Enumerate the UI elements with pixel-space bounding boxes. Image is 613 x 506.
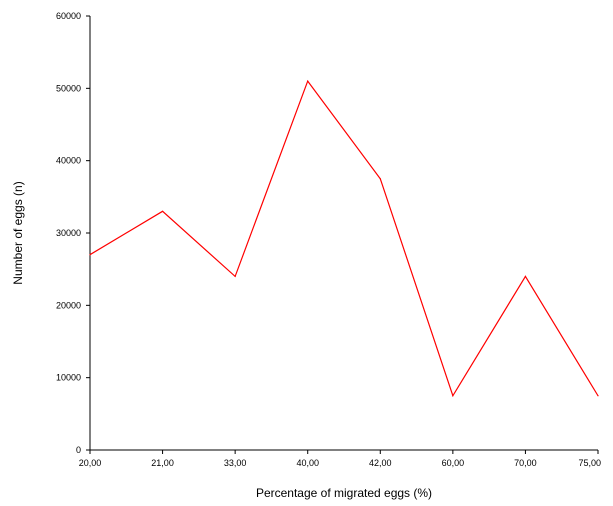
- series-line: [89, 79, 599, 398]
- y-tick-label: 10000: [56, 373, 81, 383]
- y-tick-label: 20000: [56, 300, 81, 310]
- x-axis-title: Percentage of migrated eggs (%): [256, 486, 432, 500]
- y-axis-title: Number of eggs (n): [11, 181, 25, 284]
- y-tick-label: 60000: [56, 11, 81, 21]
- x-tick-label: 60,00: [442, 458, 465, 468]
- x-tick-label: 33,00: [224, 458, 247, 468]
- series-layer: [89, 79, 599, 398]
- data-point: [234, 275, 236, 277]
- x-tick-label: 40,00: [296, 458, 319, 468]
- data-point: [524, 275, 527, 277]
- y-tick-label: 0: [76, 445, 81, 455]
- y-tick-label: 50000: [56, 83, 81, 93]
- x-tick-label: 70,00: [514, 458, 537, 468]
- y-tick-label: 30000: [56, 228, 81, 238]
- y-tick-label: 40000: [56, 156, 81, 166]
- y-axis-ticks: 0 10000 20000 30000 40000 50000 60000: [56, 11, 90, 455]
- x-tick-label: 75,00: [578, 458, 601, 468]
- data-point: [161, 210, 164, 212]
- data-point: [89, 254, 91, 256]
- plot-area: [89, 16, 598, 451]
- x-tick-label: 20,00: [79, 458, 102, 468]
- data-point: [597, 395, 599, 397]
- data-point: [307, 80, 309, 82]
- x-tick-label: 21,00: [151, 458, 174, 468]
- x-axis-ticks: 20,00 21,00 33,00 40,00 42,00 60,00 70,00 75,00: [79, 450, 601, 468]
- data-point: [379, 178, 381, 180]
- data-point: [452, 395, 454, 397]
- x-tick-label: 42,00: [369, 458, 392, 468]
